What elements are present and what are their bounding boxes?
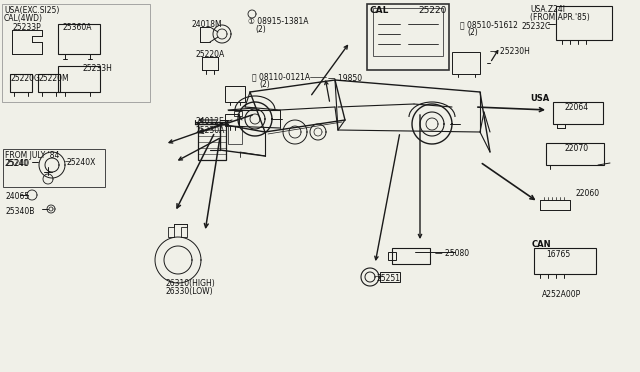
Text: 22064: 22064 (565, 103, 589, 112)
Text: USA(EXC.SI25): USA(EXC.SI25) (4, 6, 60, 15)
Text: 26330(LOW): 26330(LOW) (166, 287, 214, 296)
Text: — 25230H: — 25230H (490, 47, 530, 56)
Bar (228, 126, 242, 144)
Text: 25233H: 25233H (82, 64, 112, 73)
Bar (553, 102, 603, 124)
Text: 25240: 25240 (4, 159, 28, 168)
Text: 24012E: 24012E (196, 117, 225, 126)
Text: 25220A: 25220A (196, 50, 225, 59)
Bar (225, 86, 245, 102)
Bar (58, 66, 100, 92)
Text: 25220: 25220 (418, 6, 446, 15)
Text: Ⓢ 08510-51612: Ⓢ 08510-51612 (460, 20, 518, 29)
Text: CAN: CAN (532, 240, 552, 249)
Bar (225, 114, 239, 126)
Bar (3, 149, 105, 187)
Text: A252A00P: A252A00P (542, 290, 581, 299)
Bar (534, 248, 596, 274)
Text: 26310(HIGH): 26310(HIGH) (166, 279, 216, 288)
Text: FROM JULY '84: FROM JULY '84 (5, 151, 60, 160)
Bar (388, 252, 396, 260)
Bar (38, 74, 60, 92)
Text: 25251: 25251 (377, 274, 401, 283)
Bar (546, 143, 604, 165)
Bar (373, 8, 443, 56)
Bar (168, 227, 174, 237)
Bar (452, 52, 480, 74)
Text: 22070: 22070 (565, 144, 589, 153)
Bar (380, 272, 400, 282)
Text: 25233P: 25233P (12, 23, 41, 32)
Text: 22060: 22060 (576, 189, 600, 198)
Text: 16765: 16765 (546, 250, 570, 259)
Text: 24065: 24065 (5, 192, 29, 201)
Bar (367, 4, 449, 70)
Text: — 19850: — 19850 (328, 74, 362, 83)
Text: CAL: CAL (370, 6, 389, 15)
Text: 25240X: 25240X (66, 158, 95, 167)
Bar (234, 111, 242, 116)
Bar (556, 6, 612, 40)
Text: (2): (2) (259, 80, 269, 89)
Text: 25220G: 25220G (10, 74, 40, 83)
Bar (181, 227, 187, 237)
Text: 25240: 25240 (5, 159, 29, 168)
Bar (392, 248, 430, 264)
Text: 25340B: 25340B (5, 207, 35, 216)
Text: — 25080: — 25080 (435, 249, 469, 258)
Text: 24018M: 24018M (192, 20, 223, 29)
Text: ① 08915-1381A: ① 08915-1381A (248, 17, 308, 26)
Bar (198, 122, 226, 160)
Text: (2): (2) (255, 25, 266, 34)
Bar (58, 24, 100, 54)
Text: (FROM APR.'85): (FROM APR.'85) (530, 13, 589, 22)
Text: 25232C: 25232C (522, 22, 551, 31)
Text: 25360A: 25360A (62, 23, 92, 32)
Text: USA.Z24I: USA.Z24I (530, 5, 565, 14)
Text: CAL(4WD): CAL(4WD) (4, 14, 43, 23)
Text: USA: USA (530, 94, 549, 103)
Bar (10, 74, 32, 92)
Text: (2): (2) (467, 28, 477, 37)
Text: 25230A: 25230A (196, 126, 225, 135)
Text: 25220M: 25220M (38, 74, 68, 83)
Text: Ⓑ 08110-0121A: Ⓑ 08110-0121A (252, 72, 310, 81)
Bar (2, 4, 150, 102)
